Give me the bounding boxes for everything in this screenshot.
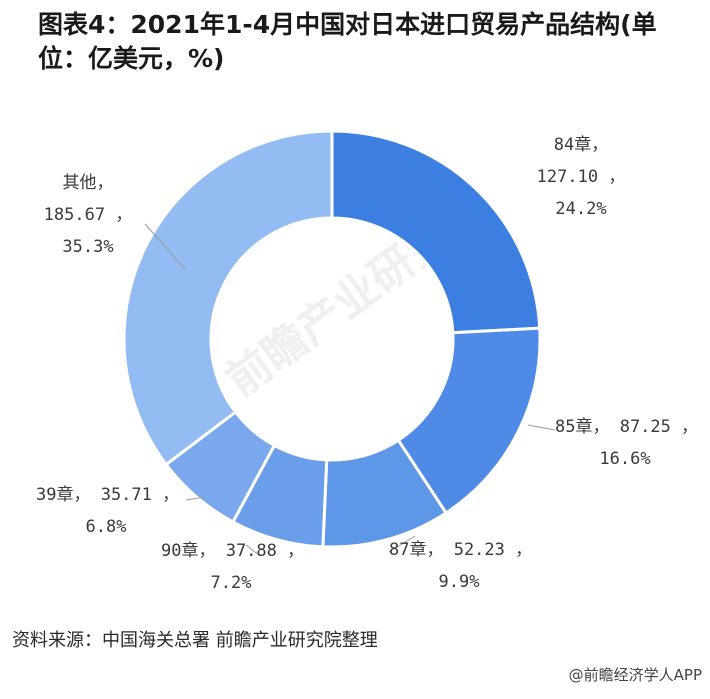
donut-slice-2 [396, 326, 542, 516]
slice-value-label: 其他， [63, 173, 114, 193]
slice-value-label: 84章， [554, 135, 608, 155]
slice-label-6: 其他， 185.67 ， 35.3% [44, 173, 133, 257]
slice-value-label: 85章， 87.25 ， [555, 417, 698, 437]
chart-title: 图表4：2021年1-4月中国对日本进口贸易产品结构(单位：亿美元，%) [38, 10, 657, 73]
slice-value-label: 185.67 ， [44, 205, 133, 225]
slice-label-4: 90章， 37.88 ， 7.2% [161, 541, 304, 593]
leader-line-2 [527, 424, 556, 431]
leader-line-3 [388, 535, 416, 553]
slice-percent-label: 6.8% [86, 517, 127, 537]
slice-percent-label: 35.3% [62, 237, 113, 257]
donut-slice-6 [122, 129, 334, 467]
slice-value-label: 127.10 ， [537, 167, 626, 187]
slice-percent-label: 24.2% [555, 199, 606, 219]
leader-line-6 [144, 223, 187, 271]
slice-label-3: 87章， 52.23 ， 9.9% [389, 540, 532, 592]
slice-percent-label: 16.6% [599, 449, 650, 469]
slice-label-5: 39章， 35.71 ， 6.8% [36, 485, 179, 537]
slice-value-label: 87章， 52.23 ， [389, 540, 532, 560]
slice-value-label: 90章， 37.88 ， [161, 541, 304, 561]
source-note: 资料来源：中国海关总署 前瞻产业研究院整理 [12, 630, 378, 651]
footer-credit: @前瞻经济学人APP [568, 666, 702, 684]
slice-label-1: 84章， 127.10 ， 24.2% [537, 135, 626, 219]
slice-percent-label: 9.9% [439, 572, 480, 592]
leader-line-5 [185, 496, 206, 501]
donut-slice-1 [330, 129, 542, 335]
slice-value-label: 39章， 35.71 ， [36, 485, 179, 505]
leader-line-4 [245, 544, 261, 557]
slice-label-2: 85章， 87.25 ， 16.6% [555, 417, 698, 469]
slice-percent-label: 7.2% [211, 573, 252, 593]
